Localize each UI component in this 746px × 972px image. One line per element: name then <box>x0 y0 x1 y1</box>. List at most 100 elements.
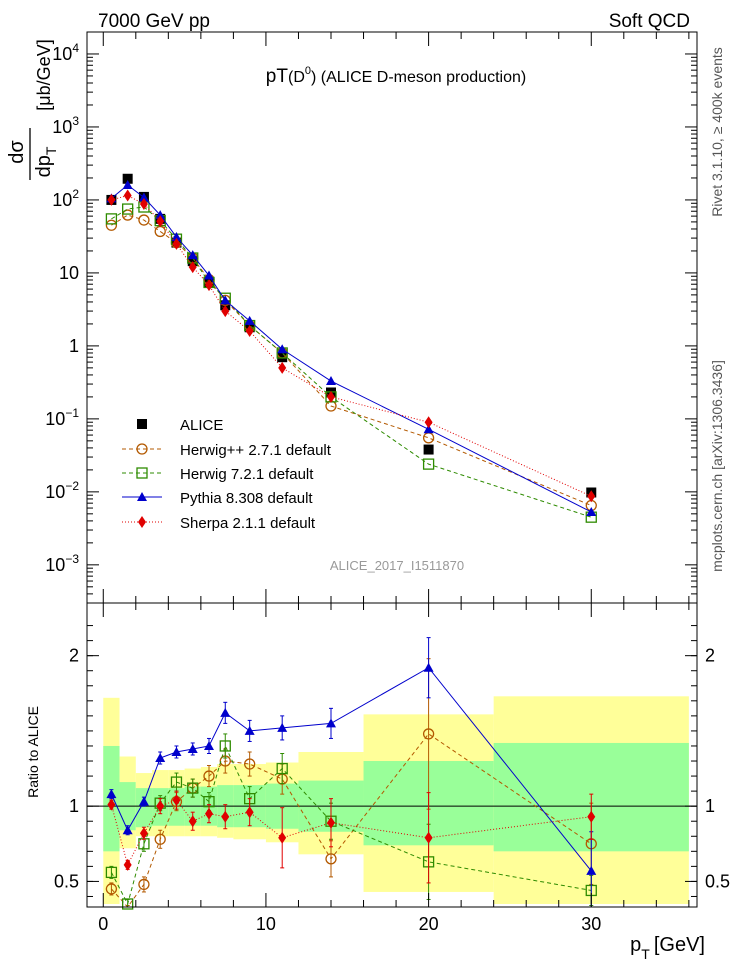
ratio-series-pythia <box>106 637 597 908</box>
data-point-sherpa <box>221 305 230 318</box>
ratio-point-sherpa <box>327 816 335 829</box>
main-ytick-label: 10−3 <box>45 552 79 575</box>
svg-text:dpT: dpT <box>33 146 59 177</box>
legend: ALICE Herwig++ 2.7.1 default Herwig 7.2.… <box>122 417 332 532</box>
ratio-point-herwig7 <box>122 898 134 910</box>
data-point-pythia <box>138 192 149 202</box>
xtick-label: 10 <box>256 914 276 934</box>
data-point-alice <box>277 352 288 363</box>
data-point-herwigpp <box>422 432 435 444</box>
ratio-point-herwigpp <box>154 833 166 845</box>
data-point-herwig7 <box>105 213 118 225</box>
ratio-ytick-label-right: 0.5 <box>705 871 730 891</box>
ratio-point-pythia <box>244 725 255 735</box>
data-point-sherpa <box>327 390 335 403</box>
ratio-point-sherpa <box>156 800 165 813</box>
ratio-point-pythia <box>586 865 597 875</box>
ratio-point-sherpa <box>587 810 596 823</box>
ratio-frame <box>86 602 698 908</box>
ratio-point-herwig7 <box>276 762 288 775</box>
process-label: Soft QCD <box>609 11 690 32</box>
legend-entry-herwig7: Herwig 7.2.1 default <box>122 466 314 483</box>
ratio-ytick-label-left: 2 <box>69 646 79 666</box>
ratio-point-herwigpp <box>244 758 256 770</box>
ratio-point-pythia <box>106 789 117 799</box>
data-point-sherpa <box>107 193 116 206</box>
data-point-pythia <box>423 424 434 434</box>
main-ylabel: dσ dpT [μb/GeV] <box>6 39 59 180</box>
data-point-sherpa <box>123 189 132 202</box>
uncertainty-band-green <box>135 788 153 828</box>
legend-entry-herwigpp: Herwig++ 2.7.1 default <box>122 442 332 459</box>
ratio-point-sherpa <box>278 831 287 844</box>
data-point-pythia <box>244 315 255 325</box>
data-point-sherpa <box>156 215 165 228</box>
data-point-pythia <box>122 180 133 190</box>
data-point-pythia <box>171 232 182 242</box>
ratio-point-herwigpp <box>203 770 215 782</box>
rivet-version-label: Rivet 3.1.10, ≥ 400k events <box>709 47 725 217</box>
legend-entry-sherpa: Sherpa 2.1.1 default <box>122 515 316 532</box>
ratio-point-sherpa <box>205 807 213 820</box>
ratio-point-pythia <box>423 662 434 672</box>
svg-text:ALICE: ALICE <box>180 417 223 434</box>
ratio-point-herwigpp <box>325 853 337 865</box>
ratio-point-sherpa <box>172 794 181 807</box>
data-point-sherpa <box>245 324 254 337</box>
data-point-sherpa <box>188 261 197 274</box>
xtick-label: 0 <box>98 914 108 934</box>
ratio-ytick-label-left: 1 <box>69 796 79 816</box>
svg-text:[μb/GeV]: [μb/GeV] <box>34 39 54 110</box>
main-ytick-label: 10−2 <box>45 479 79 502</box>
main-ytick-label: 103 <box>52 114 79 137</box>
ratio-plot <box>105 637 597 910</box>
ratio-series-sherpa <box>107 790 596 884</box>
data-point-sherpa <box>587 490 596 503</box>
data-point-herwig7 <box>422 458 435 470</box>
ratio-point-pythia <box>204 740 214 750</box>
series-sherpa <box>107 189 596 503</box>
ratio-point-herwig7 <box>187 782 199 794</box>
data-point-pythia <box>277 344 288 354</box>
ratio-point-sherpa <box>107 798 116 811</box>
legend-entry-alice: ALICE <box>137 417 223 434</box>
data-point-pythia <box>187 250 198 260</box>
legend-entry-pythia: Pythia 8.308 default <box>122 490 313 507</box>
main-frame <box>86 31 698 604</box>
ratio-point-herwigpp <box>105 883 118 895</box>
ratio-point-pythia <box>187 743 198 753</box>
data-point-pythia <box>586 506 597 516</box>
data-point-pythia <box>204 270 214 280</box>
ratio-point-sherpa <box>245 806 254 819</box>
ratio-point-pythia <box>326 718 336 728</box>
ratio-ylabel: Ratio to ALICE <box>25 706 41 798</box>
ratio-point-herwigpp <box>422 728 435 740</box>
main-ytick-label: 10 <box>59 263 79 283</box>
main-ytick-label: 1 <box>69 336 79 356</box>
data-point-sherpa <box>424 416 433 429</box>
svg-text:Herwig 7.2.1 default: Herwig 7.2.1 default <box>180 466 314 483</box>
ratio-ytick-label-right: 2 <box>705 646 715 666</box>
data-point-pythia <box>220 295 231 305</box>
energy-label: 7000 GeV pp <box>98 11 210 32</box>
x-axis-label: pT [GeV] <box>630 934 705 962</box>
main-plot <box>105 173 597 523</box>
mcplots-label: mcplots.cern.ch [arXiv:1306.3436] <box>709 360 725 572</box>
ratio-point-pythia <box>277 722 288 732</box>
xtick-label: 20 <box>419 914 439 934</box>
analysis-id: ALICE_2017_I1511870 <box>330 558 464 573</box>
data-point-alice <box>423 444 434 455</box>
series-line-pythia <box>111 184 592 513</box>
ratio-point-herwig7 <box>219 740 231 752</box>
data-point-herwigpp <box>122 209 134 221</box>
ratio-point-pythia <box>155 753 166 763</box>
series-pythia <box>106 180 597 516</box>
ratio-point-sherpa <box>123 858 132 871</box>
ratio-point-pythia <box>171 746 182 756</box>
ratio-ytick-label-left: 0.5 <box>54 871 79 891</box>
data-point-sherpa <box>172 237 181 250</box>
data-point-sherpa <box>205 279 213 292</box>
data-point-herwigpp <box>138 214 150 226</box>
